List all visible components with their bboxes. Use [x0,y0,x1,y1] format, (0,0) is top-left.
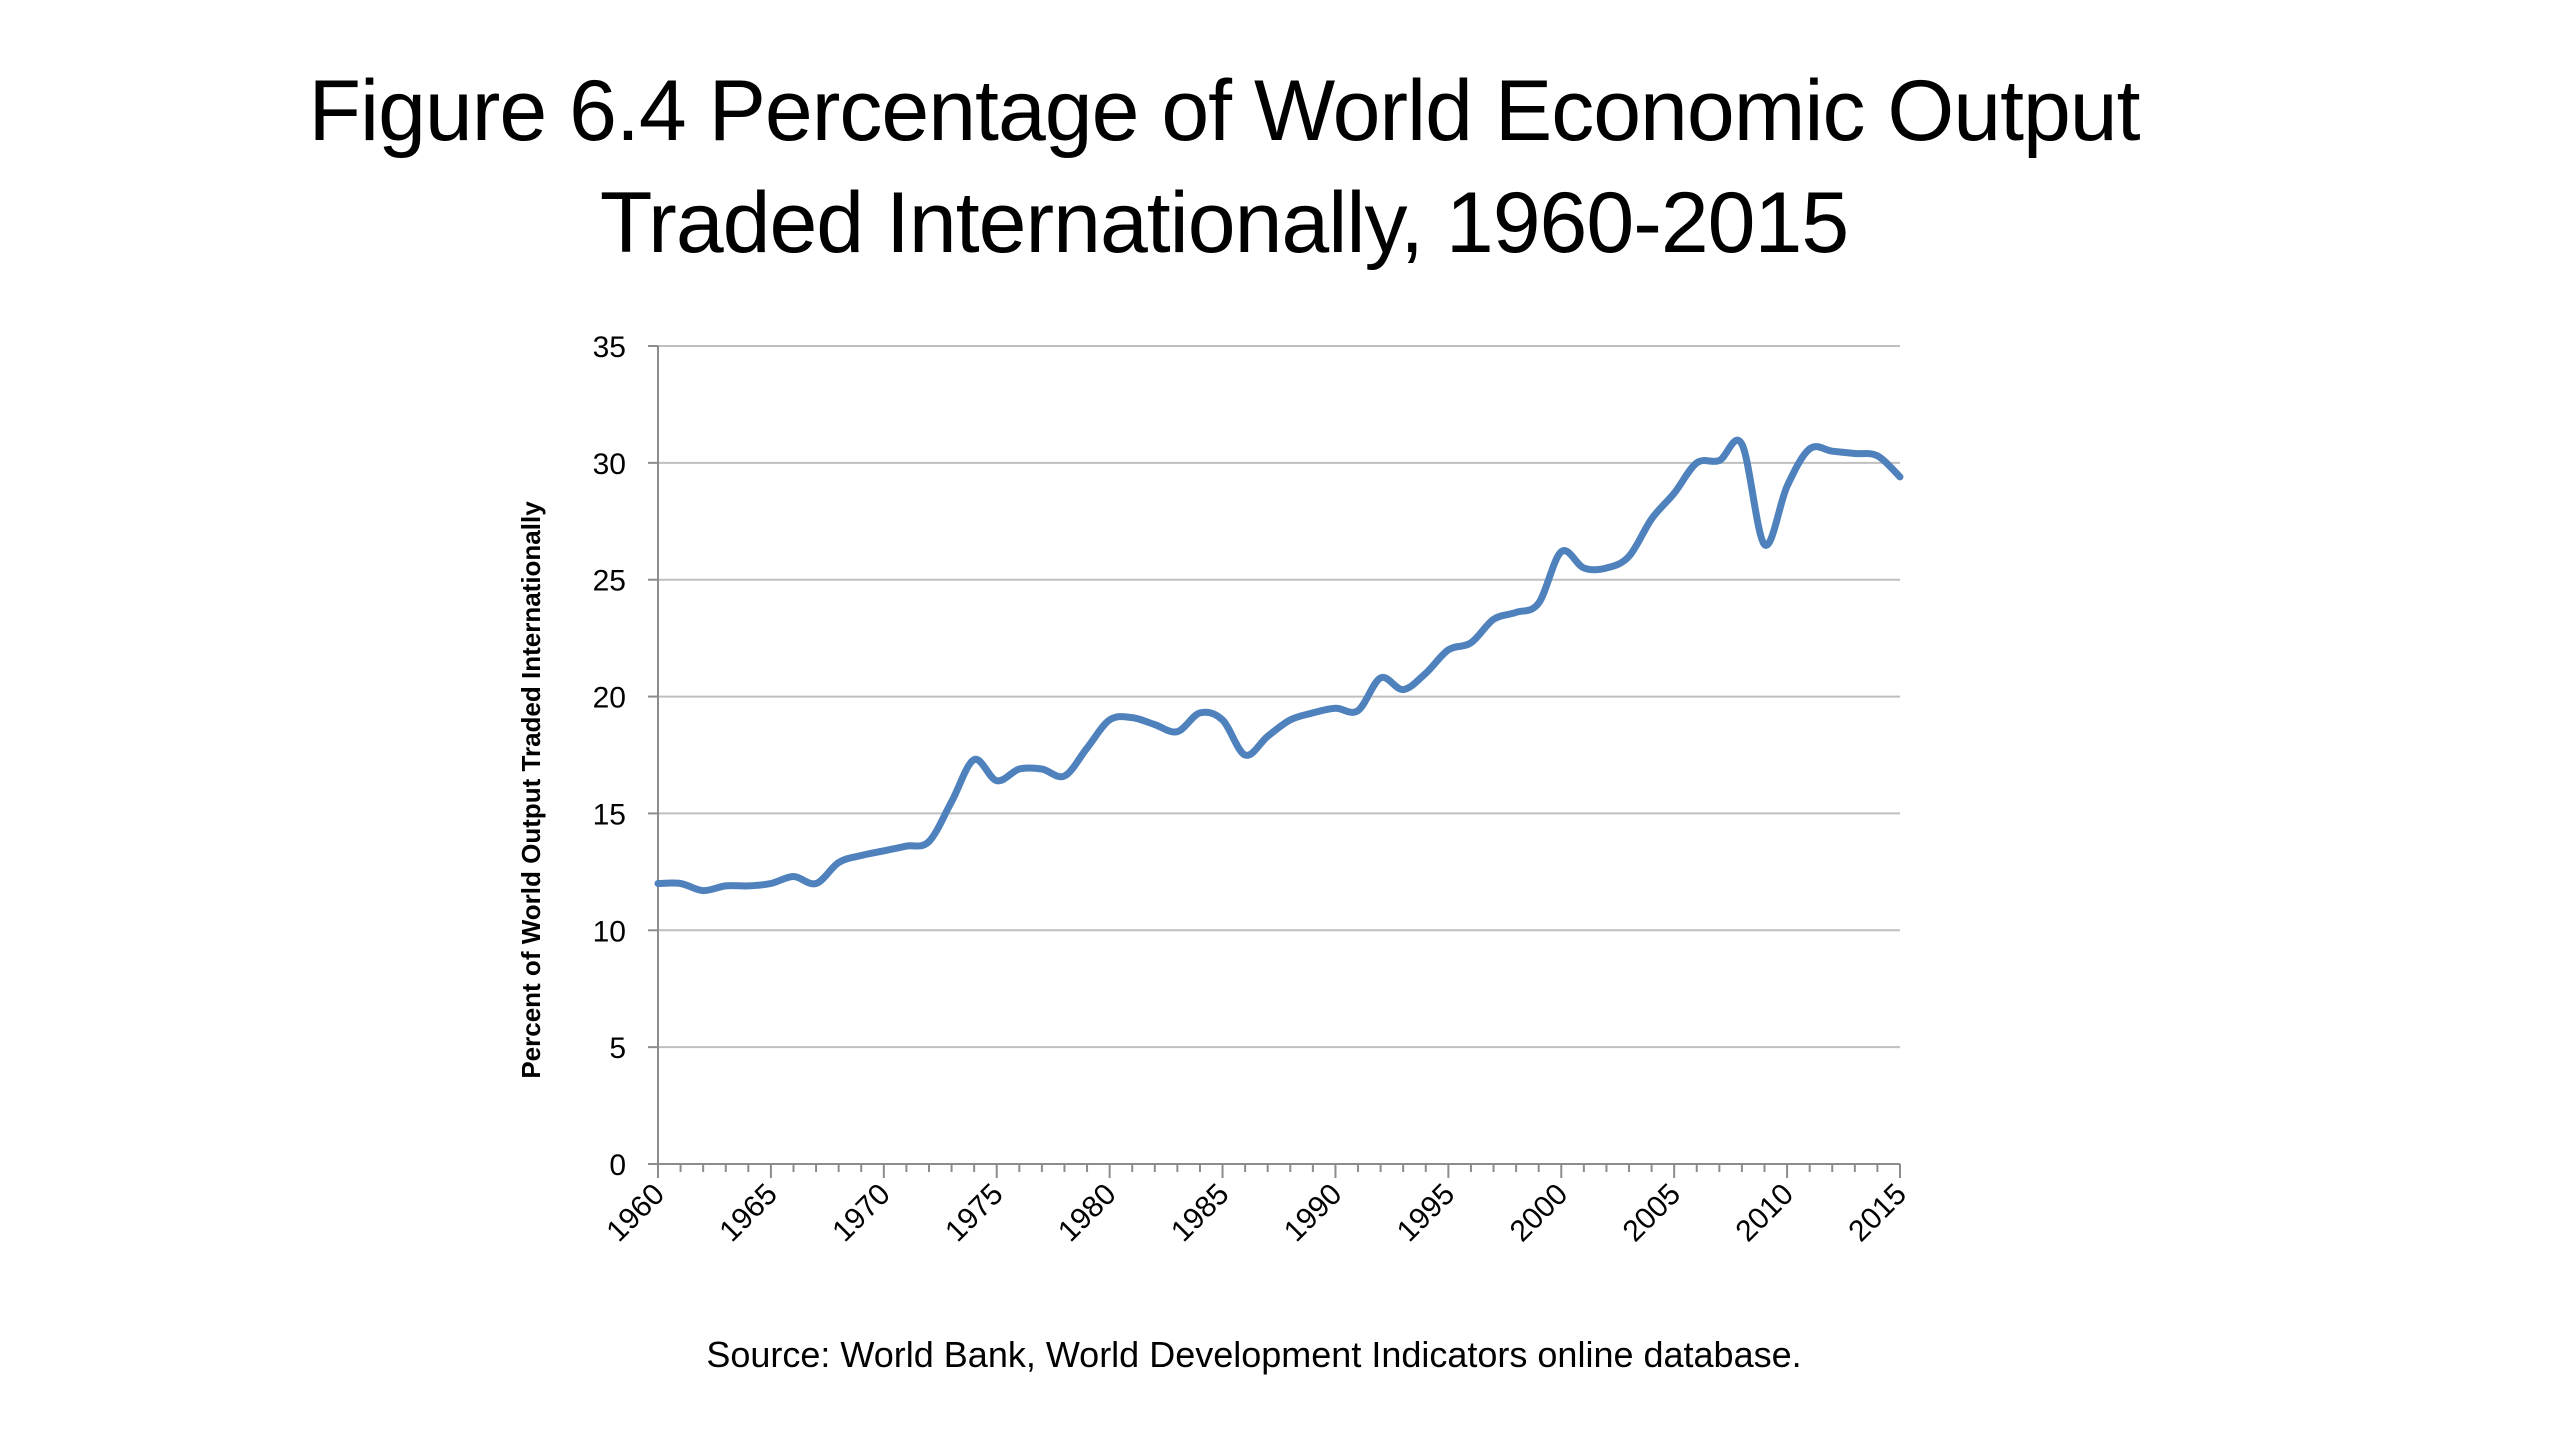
y-axis-label: Percent of World Output Traded Internati… [516,501,546,1079]
x-tick-label-1970: 1970 [826,1178,897,1249]
x-tick-label-2005: 2005 [1617,1178,1688,1249]
x-tick-label-2010: 2010 [1730,1178,1801,1249]
chart-axes [648,345,1901,1178]
y-tick-label-35: 35 [593,331,626,364]
slide-title-line-1: Figure 6.4 Percentage of World Economic … [308,63,2140,159]
x-tick-label-1995: 1995 [1391,1178,1462,1249]
x-tick-label-1965: 1965 [713,1178,784,1249]
y-tick-label-15: 15 [593,798,626,831]
chart-tick-labels: 0 5 10 15 20 25 30 35 1960 1965 1970 1975 1980 1985 19… [593,331,1913,1248]
x-tick-label-1985: 1985 [1165,1178,1236,1249]
y-tick-label-25: 25 [593,565,626,598]
x-tick-label-1960: 1960 [600,1178,671,1249]
x-tick-label-1980: 1980 [1052,1178,1123,1249]
x-tick-label-1975: 1975 [939,1178,1010,1249]
slide-title: Figure 6.4 Percentage of World Economic … [0,55,2448,279]
y-tick-label-20: 20 [593,682,626,715]
y-tick-label-30: 30 [593,448,626,481]
slide-title-line-2: Traded Internationally, 1960-2015 [599,175,1849,271]
source-note: Source: World Bank, World Development In… [706,1334,1802,1375]
y-tick-label-10: 10 [593,915,626,948]
x-tick-label-1990: 1990 [1278,1178,1349,1249]
x-tick-label-2015: 2015 [1842,1178,1913,1249]
series-line-0 [654,436,1904,895]
y-tick-label-5: 5 [609,1032,626,1065]
x-tick-label-2000: 2000 [1504,1178,1575,1249]
chart-gridlines [658,345,1900,1049]
chart-series [654,436,1904,895]
y-tick-label-0: 0 [609,1149,626,1182]
